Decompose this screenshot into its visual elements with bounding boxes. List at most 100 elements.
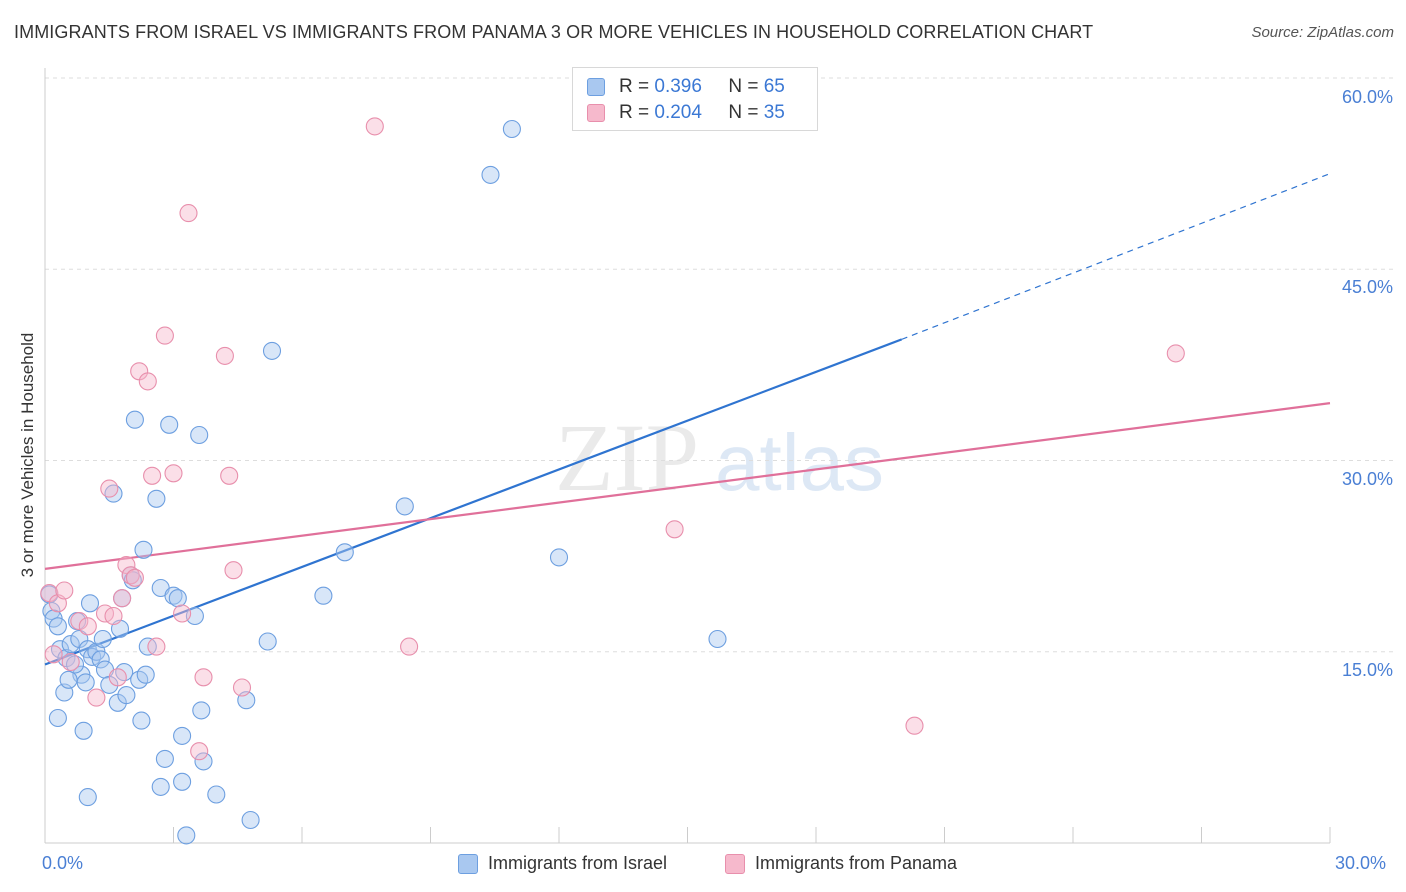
israel-point bbox=[125, 410, 144, 429]
panama-point bbox=[55, 581, 74, 600]
israel-point bbox=[61, 635, 80, 654]
x-tick-label: 0.0% bbox=[42, 853, 84, 873]
israel-point bbox=[132, 711, 151, 730]
watermark: ZIP atlas bbox=[555, 404, 884, 511]
israel-point bbox=[59, 670, 78, 689]
israel-trend-line bbox=[44, 338, 903, 666]
y-tick-label: 30.0% bbox=[1341, 469, 1393, 489]
panama-point bbox=[87, 688, 106, 707]
panama-point bbox=[365, 117, 384, 136]
israel-point bbox=[258, 632, 277, 651]
israel-point bbox=[155, 749, 174, 768]
israel-point bbox=[481, 165, 500, 184]
y-axis-label: 3 or more Vehicles in Household bbox=[18, 332, 37, 578]
x-tick-label: 30.0% bbox=[1335, 853, 1387, 873]
israel-point bbox=[173, 726, 192, 745]
chart-title: IMMIGRANTS FROM ISRAEL VS IMMIGRANTS FRO… bbox=[14, 22, 1094, 42]
panama-point bbox=[164, 464, 183, 483]
panama-point bbox=[44, 645, 63, 664]
panama-point bbox=[179, 204, 198, 223]
panama-point bbox=[100, 479, 119, 498]
axes bbox=[44, 68, 1331, 844]
israel-point bbox=[502, 119, 521, 139]
israel-point bbox=[48, 617, 67, 636]
panama-point bbox=[113, 589, 132, 608]
panama-point bbox=[78, 617, 97, 636]
israel-point bbox=[117, 686, 136, 705]
israel-point bbox=[262, 341, 282, 360]
n-label: N = bbox=[728, 102, 759, 123]
israel-point bbox=[549, 548, 569, 567]
panama-point bbox=[215, 346, 234, 365]
israel-point bbox=[42, 601, 61, 621]
watermark-atlas: atlas bbox=[715, 418, 884, 507]
israel-point bbox=[134, 540, 153, 559]
n-value: 35 bbox=[763, 102, 785, 123]
panama-point bbox=[117, 555, 136, 575]
panama-trend-line bbox=[44, 402, 1331, 570]
y-tick-label: 60.0% bbox=[1341, 87, 1393, 107]
panama-swatch bbox=[587, 104, 605, 122]
panama-legend-label: Immigrants from Panama bbox=[755, 853, 958, 873]
israel-point bbox=[76, 673, 95, 692]
data-points bbox=[40, 117, 1185, 845]
panama-point bbox=[147, 637, 166, 656]
r-value: 0.396 bbox=[654, 76, 702, 97]
correlation-legend: R = 0.396 N = 65 R = 0.204 N = 35 bbox=[572, 67, 818, 131]
israel-legend-swatch bbox=[458, 854, 478, 874]
israel-point bbox=[78, 788, 97, 807]
panama-point bbox=[665, 520, 684, 539]
trend-lines bbox=[44, 173, 1331, 666]
panama-point bbox=[70, 612, 89, 631]
israel-point bbox=[190, 425, 209, 445]
israel-point bbox=[395, 497, 414, 516]
israel-point bbox=[335, 543, 354, 562]
watermark-zip: ZIP bbox=[555, 404, 699, 511]
panama-point bbox=[905, 716, 924, 735]
panama-point bbox=[232, 678, 252, 697]
panama-point bbox=[138, 372, 157, 391]
israel-legend-label: Immigrants from Israel bbox=[488, 853, 668, 873]
israel-point bbox=[314, 586, 333, 605]
israel-point bbox=[151, 777, 170, 796]
panama-point bbox=[1166, 344, 1185, 363]
israel-point bbox=[80, 594, 100, 613]
panama-point bbox=[173, 604, 192, 623]
israel-point bbox=[177, 826, 196, 845]
y-tick-label: 45.0% bbox=[1341, 277, 1393, 297]
grid-lines bbox=[45, 77, 1393, 653]
r-label: R = bbox=[619, 102, 650, 123]
n-value: 65 bbox=[763, 76, 785, 97]
panama-point bbox=[61, 652, 80, 672]
israel-point bbox=[147, 489, 166, 508]
israel-point bbox=[168, 589, 187, 608]
panama-point bbox=[125, 568, 144, 587]
source-label: Source: ZipAtlas.com bbox=[1251, 24, 1394, 41]
israel-point bbox=[160, 415, 179, 434]
israel-point bbox=[136, 665, 155, 684]
israel-point bbox=[192, 701, 211, 720]
panama-point bbox=[143, 466, 162, 485]
panama-legend-swatch bbox=[725, 854, 745, 874]
israel-point bbox=[241, 810, 260, 830]
panama-point bbox=[224, 561, 243, 580]
panama-point bbox=[108, 668, 127, 687]
panama-point bbox=[220, 466, 239, 485]
israel-point bbox=[708, 629, 727, 649]
panama-point bbox=[190, 742, 209, 761]
panama-point bbox=[104, 606, 123, 626]
israel-point bbox=[173, 772, 192, 791]
israel-point bbox=[48, 708, 67, 728]
panama-point bbox=[155, 326, 174, 345]
n-label: N = bbox=[728, 76, 759, 97]
y-tick-label: 15.0% bbox=[1341, 660, 1393, 680]
panama-point bbox=[400, 637, 419, 656]
israel-swatch bbox=[587, 78, 605, 96]
israel-point bbox=[74, 721, 93, 740]
panama-point bbox=[194, 668, 213, 687]
israel-trend-extension bbox=[901, 173, 1331, 340]
israel-point bbox=[93, 629, 112, 649]
r-label: R = bbox=[619, 76, 650, 97]
r-value: 0.204 bbox=[654, 102, 702, 123]
